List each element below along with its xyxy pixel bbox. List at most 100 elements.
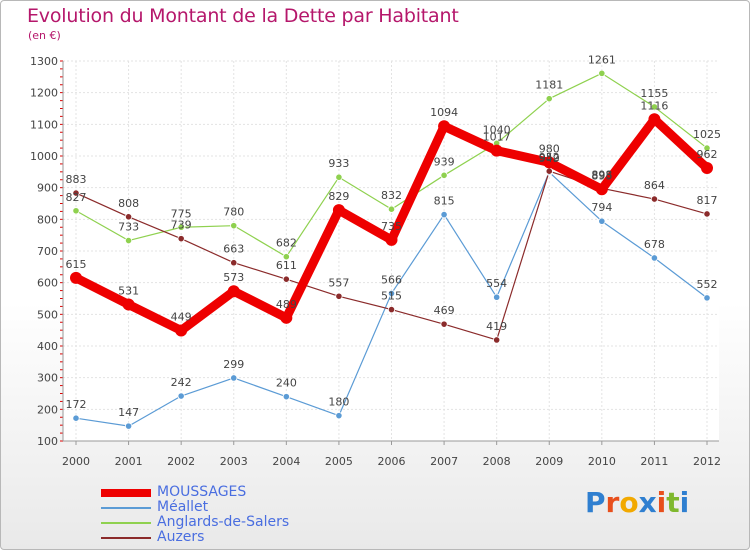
y-tick-label: 100 <box>37 435 58 448</box>
y-tick-label: 400 <box>37 340 58 353</box>
x-tick-label: 2010 <box>588 455 616 468</box>
data-label: 552 <box>697 278 718 291</box>
data-point <box>70 271 82 284</box>
data-label: 808 <box>118 197 139 210</box>
x-tick-label: 2007 <box>430 455 458 468</box>
legend-swatch <box>101 522 151 524</box>
data-label: 678 <box>644 238 665 251</box>
data-label: 615 <box>66 258 87 271</box>
data-label: 733 <box>118 221 139 234</box>
data-label: 1181 <box>535 79 563 92</box>
data-label: 469 <box>434 304 455 317</box>
data-label: 489 <box>276 298 297 311</box>
data-point <box>227 285 240 298</box>
legend-label: Anglards-de-Salers <box>157 514 290 530</box>
data-point <box>703 210 711 218</box>
data-label: 980 <box>539 142 560 155</box>
data-point <box>440 210 448 219</box>
data-label: 780 <box>223 206 244 219</box>
data-label: 883 <box>66 173 87 186</box>
data-point <box>177 235 185 243</box>
line-chart: 100 200 300 400 500 600 700 800 900 1000 1100 1200 1… <box>30 53 722 468</box>
legend-label: Méallet <box>157 499 209 515</box>
logo-letter: r <box>605 486 620 519</box>
data-label: 240 <box>276 377 297 390</box>
logo-letter: i <box>656 486 667 519</box>
data-labels: 172 147 242 299 240 180 566 815 554 949 794 678 552 8… <box>66 53 722 419</box>
data-point <box>280 311 293 324</box>
data-point <box>440 320 448 328</box>
data-point <box>650 103 659 111</box>
data-label: 864 <box>644 179 665 192</box>
data-point <box>335 412 343 420</box>
data-label: 1116 <box>640 99 668 112</box>
data-label: 299 <box>223 358 244 371</box>
data-point <box>230 222 238 230</box>
y-tick-label: 1200 <box>30 87 58 100</box>
data-label: 566 <box>381 273 402 286</box>
data-label: 832 <box>381 189 402 202</box>
data-point <box>545 167 553 175</box>
y-tick-label: 700 <box>37 245 58 258</box>
y-tick-label: 1300 <box>30 55 58 68</box>
data-point <box>490 144 503 157</box>
x-tick-label: 2005 <box>325 455 353 468</box>
data-point <box>335 173 343 181</box>
data-point <box>598 217 606 225</box>
data-point <box>177 223 185 231</box>
legend-label: Auzers <box>157 529 205 545</box>
data-point <box>595 183 608 196</box>
y-tick-label: 600 <box>37 277 58 290</box>
data-point <box>72 207 80 215</box>
data-point <box>545 95 553 103</box>
grid <box>63 60 719 442</box>
data-label: 794 <box>591 201 612 214</box>
logo-letter: P <box>585 486 606 519</box>
logo-letter: i <box>679 486 690 519</box>
data-label: 952 <box>539 151 560 164</box>
data-point <box>332 204 345 217</box>
data-label: 147 <box>118 406 139 419</box>
data-point <box>387 289 396 298</box>
data-point <box>124 236 133 245</box>
data-point <box>440 171 448 179</box>
data-point <box>387 305 396 314</box>
data-point <box>703 144 711 152</box>
y-tick-label: 500 <box>37 308 58 321</box>
data-point <box>493 336 501 344</box>
data-point <box>177 392 185 400</box>
logo-letter: x <box>638 486 657 519</box>
data-label: 829 <box>328 190 349 203</box>
data-point <box>650 195 659 203</box>
data-point <box>650 254 659 262</box>
data-point <box>701 162 713 175</box>
data-label: 1025 <box>693 128 721 141</box>
data-label: 419 <box>486 320 507 333</box>
data-point <box>335 292 343 300</box>
data-label: 817 <box>697 194 718 207</box>
y-tick-label: 200 <box>37 403 58 416</box>
logo-letter: t <box>666 486 680 519</box>
data-label: 1261 <box>588 53 616 66</box>
data-point <box>122 298 135 311</box>
data-label: 449 <box>171 310 192 323</box>
chart-subtitle: (en €) <box>28 29 61 42</box>
data-label: 573 <box>223 271 244 284</box>
data-label: 775 <box>171 207 192 220</box>
data-label: 939 <box>434 155 455 168</box>
data-point <box>282 393 290 401</box>
y-tick-label: 800 <box>37 213 58 226</box>
data-label: 735 <box>381 220 402 233</box>
data-label: 1040 <box>483 123 511 136</box>
y-tick-label: 300 <box>37 372 58 385</box>
data-label: 172 <box>66 398 87 411</box>
data-point <box>175 324 188 337</box>
data-label: 898 <box>591 168 612 181</box>
data-label: 1155 <box>640 87 668 100</box>
data-point <box>648 113 661 126</box>
data-label: 739 <box>171 219 192 232</box>
data-label: 515 <box>381 290 402 303</box>
x-tick-label: 2011 <box>640 455 668 468</box>
data-point <box>282 275 290 283</box>
